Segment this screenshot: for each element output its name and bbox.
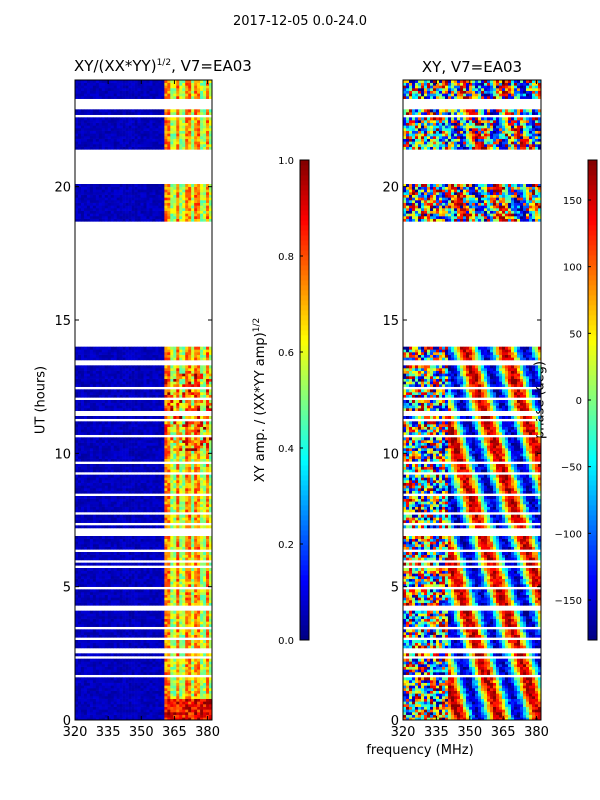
phase-heatmap xyxy=(403,80,542,721)
x-tick-label: 350 xyxy=(129,725,154,740)
colorbar-tick-label: 1.0 xyxy=(278,156,294,167)
x-tick-label: 365 xyxy=(162,725,187,740)
left-title-exponent: 1/2 xyxy=(156,58,172,68)
colorbar-tick-label: 0.8 xyxy=(278,252,294,263)
colorbar-tick-label: 0.2 xyxy=(278,540,294,551)
x-tick-label: 335 xyxy=(424,725,449,740)
colorbar-tick-label: 0 xyxy=(576,396,582,407)
y-tick-label: 5 xyxy=(391,581,399,596)
y-tick-label: 0 xyxy=(63,714,71,729)
left-title-main: XY/(XX*YY) xyxy=(74,57,157,75)
y-tick-label: 10 xyxy=(382,447,399,462)
x-tick-label: 380 xyxy=(524,725,549,740)
y-tick-label: 0 xyxy=(391,714,399,729)
colorbar-tick-label: 0.4 xyxy=(278,444,294,455)
colorbar-tick-label: 0.6 xyxy=(278,348,294,359)
colorbar-tick-label: −100 xyxy=(555,529,582,540)
y-tick-label: 20 xyxy=(54,181,71,196)
left-panel-title: XY/(XX*YY)1/2, V7=EA03 xyxy=(74,57,252,75)
amplitude-heatmap xyxy=(75,80,213,721)
x-tick-label: 350 xyxy=(457,725,482,740)
right-axes-frame xyxy=(402,79,542,721)
x-tick-label: 380 xyxy=(195,725,220,740)
figure-suptitle: 2017-12-05 0.0-24.0 xyxy=(233,14,367,29)
y-tick-label: 5 xyxy=(63,581,71,596)
y-tick-label: 10 xyxy=(54,447,71,462)
y-tick-label: 20 xyxy=(382,181,399,196)
amplitude-colorbar: 0.0 0.2 0.4 0.6 0.8 1.0 xyxy=(278,156,310,647)
right-panel-title: XY, V7=EA03 xyxy=(421,58,523,76)
x-tick-label: 320 xyxy=(63,725,88,740)
colorbar-tick-label: 50 xyxy=(569,329,582,340)
colorbar-tick-label: 100 xyxy=(563,263,582,274)
phase-colorbar: 150 100 50 0 −50 −100 −150 xyxy=(555,159,598,641)
y-tick-label: 15 xyxy=(382,314,399,329)
left-title-suffix: , V7=EA03 xyxy=(171,57,252,75)
left-axes-frame xyxy=(74,79,213,721)
y-tick-label: 15 xyxy=(54,314,71,329)
colorbar-tick-label: −150 xyxy=(555,596,582,607)
x-tick-label: 335 xyxy=(96,725,121,740)
colorbar-tick-label: 0.0 xyxy=(278,636,294,647)
colorbar-frame xyxy=(299,159,310,641)
x-tick-label: 320 xyxy=(391,725,416,740)
x-axis-label: frequency (MHz) xyxy=(366,743,474,758)
colorbar-tick-label: 150 xyxy=(563,196,582,207)
x-tick-label: 365 xyxy=(491,725,516,740)
colorbar-tick-label: −50 xyxy=(561,463,582,474)
